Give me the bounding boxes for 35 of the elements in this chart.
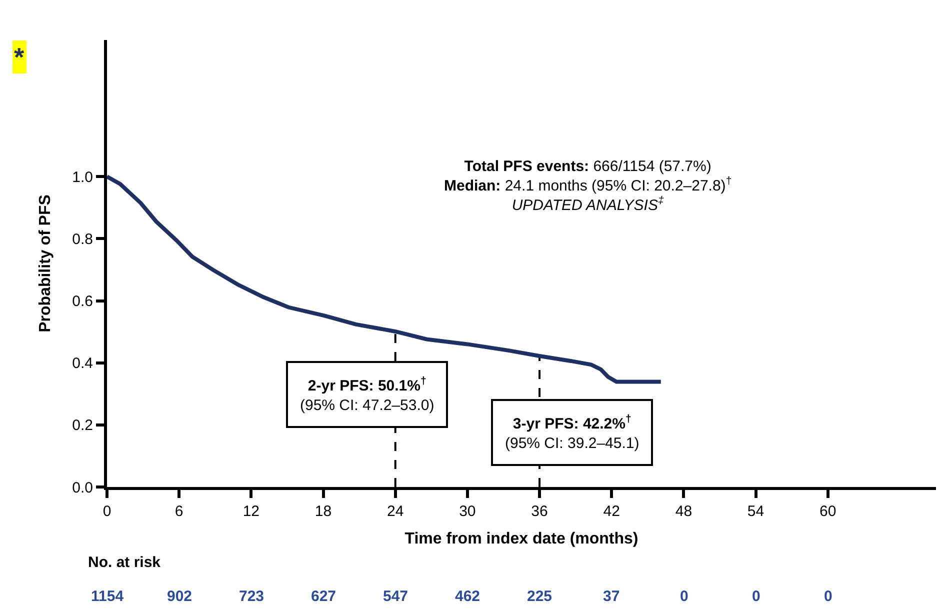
text: * [14, 42, 25, 72]
text: 37 [603, 588, 620, 605]
x-tick-label: 54 [747, 503, 764, 520]
text: Total PFS events: 666/1154 (57.7%) Median: 24.1 months (95% CI: 20.2–27.8)$^{†}$ UPDATED ANALYSIS$^{‡}$ [444, 158, 732, 214]
x-tick-label: 48 [675, 503, 692, 520]
x-tick-label: 0 [102, 503, 112, 520]
text: 462 [455, 588, 480, 605]
x-tick-label: 36 [531, 503, 548, 520]
x-tick-label: 6 [174, 503, 184, 520]
y-tick-label: 1.0 [72, 168, 93, 186]
text: 902 [167, 588, 192, 605]
x-tick-label: 24 [387, 503, 404, 520]
x-tick-label: 12 [242, 503, 260, 520]
y-tick-label: 0.2 [72, 417, 93, 434]
text: 547 [383, 588, 408, 605]
y-axis-title: Probability of PFS [37, 194, 54, 332]
y-tick-label: 0.8 [72, 230, 93, 248]
x-tick-label: 18 [314, 503, 332, 520]
text: 0 [824, 588, 832, 605]
text: No. at risk [88, 554, 162, 571]
annotation: 2-yr PFS: 50.1%$^{†}$ (95% CI: 47.2–53.0) [300, 375, 434, 414]
x-tick-label: 42 [603, 503, 620, 520]
y-tick-label: 0.6 [72, 293, 93, 310]
text: 627 [311, 588, 336, 605]
x-tick-label: 30 [459, 503, 476, 520]
text: 225 [527, 588, 552, 605]
x-tick-label: 60 [820, 503, 836, 520]
text: 0 [752, 588, 760, 605]
text: 723 [239, 588, 264, 605]
y-tick-label: 0.0 [72, 479, 93, 496]
x-axis-title: Time from index date (months) [404, 530, 638, 548]
text: 1154 [91, 588, 124, 605]
annotation: 3-yr PFS: 42.2%$^{†}$ (95% CI: 39.2–45.1) [505, 413, 640, 452]
text: 0 [680, 588, 688, 605]
y-tick-label: 0.4 [72, 355, 93, 372]
